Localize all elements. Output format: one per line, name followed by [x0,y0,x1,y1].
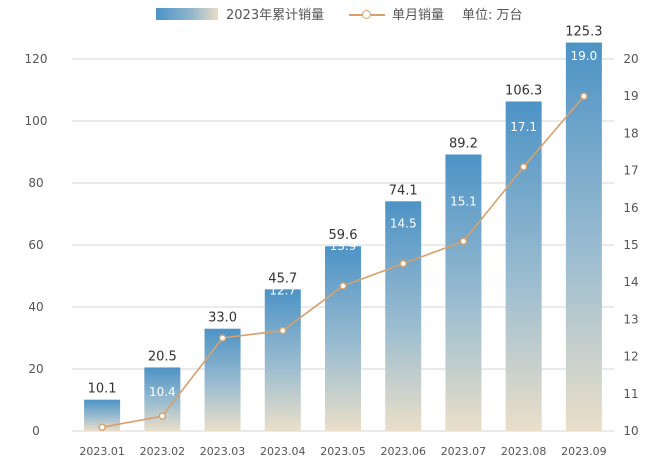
y-right-tick-label: 13 [623,312,638,326]
legend-marker-monthly [362,10,371,19]
y-left-tick-label: 120 [25,52,48,66]
line-value-label: 19.0 [571,49,598,63]
bar-value-label: 33.0 [208,311,237,326]
x-tick-label: 2023.02 [140,445,186,458]
bar-value-label: 89.2 [449,136,478,151]
line-value-label: 10.4 [149,385,176,399]
x-tick-label: 2023.05 [320,445,366,458]
x-tick-label: 2023.04 [260,445,306,458]
x-tick-label: 2023.01 [79,445,125,458]
bar [445,154,482,432]
y-axis-right: 10 11 12 13 14 15 16 17 18 19 20 [623,52,638,438]
unit-label: 单位: 万台 [462,8,523,23]
y-right-tick-label: 15 [623,238,638,252]
bar [565,42,602,431]
y-right-tick-label: 17 [623,164,638,178]
x-axis: 2023.01 2023.02 2023.03 2023.04 2023.05 2023.… [79,445,606,458]
y-right-tick-label: 20 [623,52,638,66]
line-point [580,92,588,100]
bar [204,328,241,431]
legend-swatch-cumulative [156,8,218,20]
bar [325,246,361,431]
bar-value-label: 10.1 [88,382,117,397]
bar-series: 10.1 20.5 33.0 45.7 59.6 74.1 89.2 106.3 125.3 [84,25,602,432]
line-point [399,259,407,268]
bar [144,367,181,431]
line-series: 10.4 12.5 12.7 13.9 14.5 15.1 17.1 19.0 [98,49,598,431]
bar-value-label: 106.3 [505,83,542,98]
y-axis-left: 0 20 40 60 80 100 120 [25,52,48,438]
bar [385,201,422,431]
y-right-tick-label: 18 [623,126,638,140]
line-point [519,163,528,171]
x-tick-label: 2023.09 [561,445,607,458]
y-right-tick-label: 16 [623,201,638,215]
line-point [158,412,167,420]
bar [264,289,301,431]
line-point [279,326,287,335]
line-value-label: 17.1 [510,120,537,134]
legend-label-monthly: 单月销量 [392,8,445,23]
bar-value-label: 125.3 [565,25,602,40]
line-value-label: 14.5 [390,217,417,231]
bar-value-label: 45.7 [268,271,297,286]
y-right-tick-label: 11 [623,387,638,401]
line-point [98,423,106,431]
bar-value-label: 20.5 [148,349,177,364]
bar-value-label: 74.1 [389,183,418,198]
y-left-tick-label: 0 [32,424,40,438]
bar-value-label: 59.6 [329,228,358,243]
line-value-label: 12.5 [209,291,236,305]
y-left-tick-label: 60 [28,238,43,252]
line-point [339,282,347,290]
chart-legend: 2023年累计销量 单月销量 单位: 万台 [0,0,666,30]
line-point [459,237,468,245]
x-tick-label: 2023.08 [501,445,547,458]
y-left-tick-label: 80 [28,176,43,190]
bar [505,101,542,431]
line-value-label: 12.7 [269,284,296,298]
y-right-tick-label: 14 [623,275,638,289]
legend-label-cumulative: 2023年累计销量 [226,8,325,23]
y-left-tick-label: 40 [28,300,43,314]
y-right-tick-label: 10 [623,424,638,438]
x-tick-label: 2023.06 [380,445,426,458]
y-right-tick-label: 12 [623,350,638,364]
line-value-label: 15.1 [450,194,477,208]
x-tick-label: 2023.07 [441,445,487,458]
x-tick-label: 2023.03 [200,445,246,458]
line-point [218,334,227,342]
line-value-label: 13.9 [330,239,357,253]
y-left-tick-label: 20 [28,362,43,376]
y-left-tick-label: 100 [25,114,48,128]
y-right-tick-label: 19 [623,89,638,103]
